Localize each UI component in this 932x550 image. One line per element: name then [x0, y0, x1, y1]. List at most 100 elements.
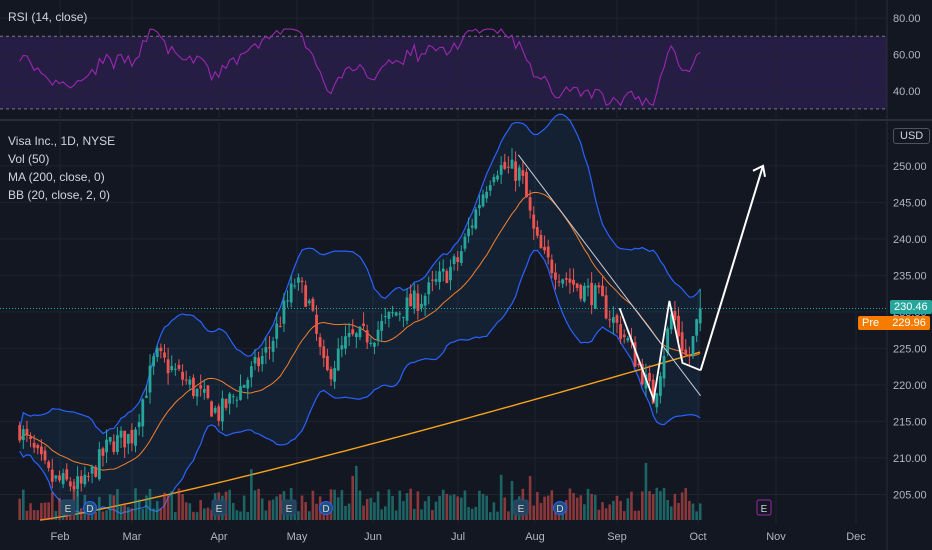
candle-body — [434, 279, 438, 282]
candle-body — [293, 285, 297, 287]
candle-body — [43, 450, 47, 461]
volume-bar — [297, 511, 300, 520]
volume-bar — [300, 495, 304, 520]
candle — [449, 259, 452, 291]
candle — [351, 319, 355, 337]
candle — [441, 259, 445, 282]
candle — [467, 217, 470, 243]
volume-bar — [630, 491, 633, 520]
volume-bar — [36, 510, 40, 520]
volume-bar — [626, 498, 630, 520]
volume-bar — [586, 488, 590, 520]
volume-bar — [362, 505, 365, 520]
volume-bar — [174, 512, 177, 520]
candle — [354, 331, 358, 349]
candle — [517, 164, 521, 187]
time-tick-label: Nov — [766, 531, 786, 543]
volume-bar — [47, 502, 50, 520]
candle — [673, 301, 677, 325]
candle-body — [394, 312, 398, 316]
volume-bar — [659, 491, 662, 520]
volume-bar — [116, 488, 119, 520]
volume-bar — [108, 494, 112, 520]
earnings-marker-label: E — [518, 504, 525, 515]
candle — [36, 443, 40, 455]
candle-body — [481, 194, 485, 207]
candle — [213, 405, 217, 415]
candle-body — [29, 436, 32, 439]
candle — [347, 322, 351, 347]
volume-bar — [380, 509, 383, 520]
earnings-marker-label: E — [65, 504, 72, 515]
candle — [257, 351, 260, 372]
candle-body — [144, 395, 148, 398]
volume-bar — [507, 511, 510, 520]
candle-body — [159, 347, 163, 352]
candle-body — [532, 214, 536, 229]
candle — [242, 384, 246, 388]
volume-bar — [593, 494, 597, 520]
candle-body — [181, 371, 184, 380]
volume-bar — [242, 495, 246, 520]
volume-bar — [79, 508, 83, 520]
earnings-marker — [513, 499, 529, 516]
candle — [293, 278, 297, 289]
time-tick-label: Oct — [689, 531, 706, 543]
volume-bar — [22, 489, 25, 520]
volume-bar — [449, 495, 452, 520]
bb-upper-line — [19, 113, 701, 435]
price-tick-label: 215.00 — [893, 416, 927, 428]
earnings-marker-box — [211, 499, 227, 516]
volume-bar — [177, 488, 181, 520]
earnings-marker — [756, 499, 772, 516]
currency-label[interactable]: USD — [893, 128, 931, 144]
candle-body — [141, 399, 145, 427]
candle — [557, 274, 561, 287]
candle-body — [90, 466, 94, 474]
candle — [459, 245, 463, 266]
volume-bar — [358, 490, 362, 520]
candle — [278, 316, 282, 328]
candle-body — [546, 246, 550, 258]
volume-bar — [481, 493, 485, 520]
candle — [94, 465, 98, 478]
volume-bar — [170, 491, 174, 520]
bb-legend: BB (20, close, 2, 0) — [8, 188, 111, 202]
volume-bar — [597, 509, 601, 520]
last-price-tag: 230.46 — [890, 299, 932, 314]
volume-bar — [355, 465, 358, 520]
rsi-line — [19, 28, 701, 107]
candle-body — [123, 430, 127, 448]
volume-bar — [423, 501, 427, 520]
volume-bar — [434, 501, 438, 520]
pre-label: Pre — [862, 317, 880, 330]
candle-body — [474, 209, 478, 229]
candle-body — [463, 236, 467, 249]
volume-bar — [427, 496, 431, 520]
candle — [427, 276, 431, 305]
volume-bar — [239, 511, 242, 520]
volume-bar — [293, 511, 297, 520]
earnings-marker — [211, 499, 227, 516]
volume-bar — [159, 508, 163, 520]
candle-body — [496, 175, 499, 180]
candle-body — [467, 228, 470, 237]
volume-bar — [43, 502, 47, 520]
volume-bar — [384, 506, 387, 520]
candle — [123, 430, 127, 459]
candle — [192, 374, 195, 399]
candle — [655, 392, 659, 414]
candle-body — [119, 430, 123, 438]
volume-bar — [112, 495, 116, 520]
candle — [698, 288, 702, 332]
candle — [155, 345, 159, 362]
candle — [564, 272, 568, 287]
volume-bar — [543, 496, 546, 520]
candle-body — [423, 295, 427, 306]
candle-body — [148, 365, 152, 393]
volume-bar — [546, 495, 550, 520]
volume-bar — [101, 511, 105, 520]
candle-body — [449, 266, 452, 281]
candle — [119, 426, 123, 448]
